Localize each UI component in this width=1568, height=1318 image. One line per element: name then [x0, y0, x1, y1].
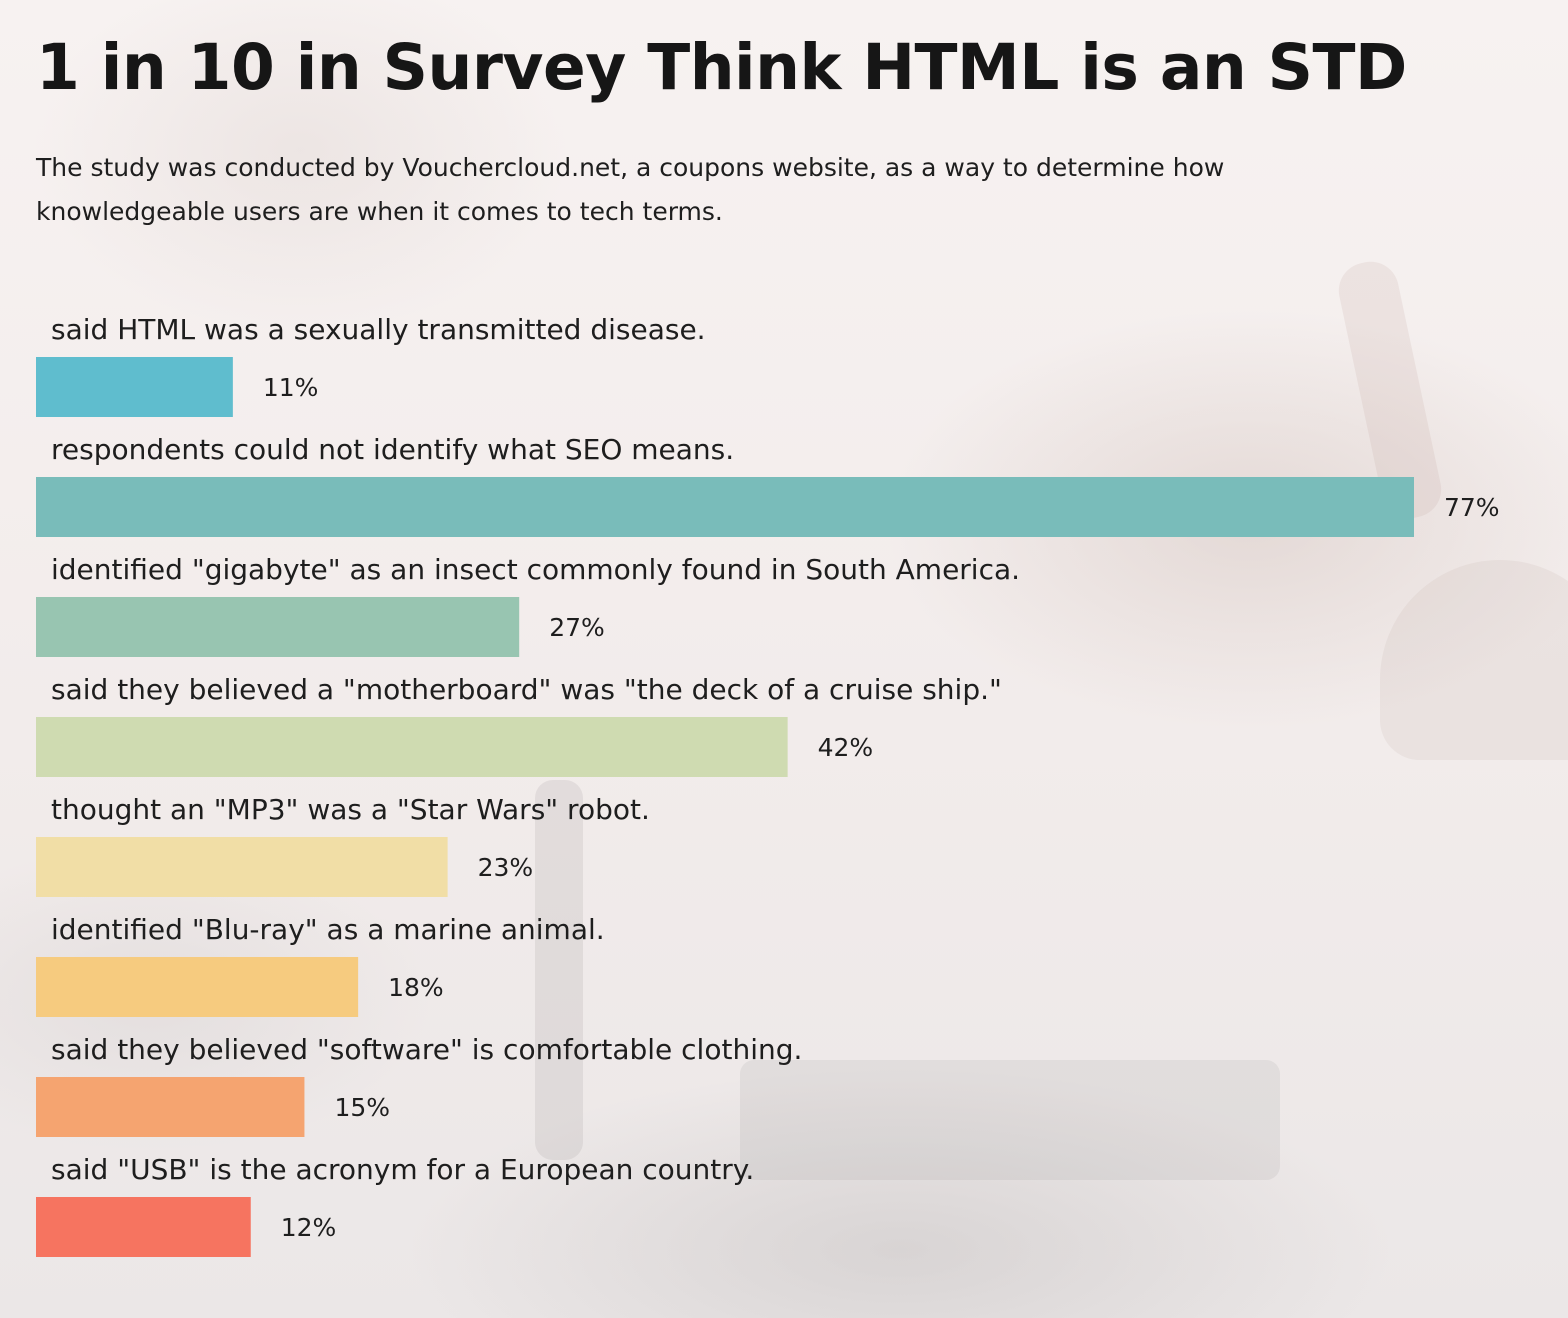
bar: [36, 1077, 305, 1137]
bar-category-label: said they believed "software" is comfort…: [51, 1033, 802, 1066]
bar: [36, 477, 1414, 537]
page-subtitle: The study was conducted by Vouchercloud.…: [36, 153, 1225, 226]
bar-value-label: 23%: [478, 853, 534, 882]
page-title: 1 in 10 in Survey Think HTML is an STD: [36, 31, 1407, 104]
bar-value-label: 18%: [388, 973, 444, 1002]
bar-value-label: 15%: [334, 1093, 390, 1122]
bar: [36, 597, 520, 657]
bar: [36, 837, 448, 897]
bar-value-label: 77%: [1444, 493, 1500, 522]
background-tube-shape: [535, 780, 583, 1160]
bar-category-label: said HTML was a sexually transmitted dis…: [51, 313, 706, 346]
bar-category-label: identified "Blu-ray" as a marine animal.: [51, 913, 605, 946]
bar: [36, 1197, 251, 1257]
bar-value-label: 42%: [818, 733, 874, 762]
bar: [36, 357, 233, 417]
bar-category-label: thought an "MP3" was a "Star Wars" robot…: [51, 793, 650, 826]
bar: [36, 717, 788, 777]
bar-category-label: identified "gigabyte" as an insect commo…: [51, 553, 1020, 586]
bar-value-label: 12%: [281, 1213, 337, 1242]
bar-category-label: respondents could not identify what SEO …: [51, 433, 734, 466]
bar: [36, 957, 359, 1017]
background-device-shape: [740, 1060, 1280, 1180]
bar-value-label: 11%: [263, 373, 319, 402]
bar-value-label: 27%: [549, 613, 605, 642]
bar-category-label: said "USB" is the acronym for a European…: [51, 1153, 754, 1186]
bar-category-label: said they believed a "motherboard" was "…: [51, 673, 1002, 706]
